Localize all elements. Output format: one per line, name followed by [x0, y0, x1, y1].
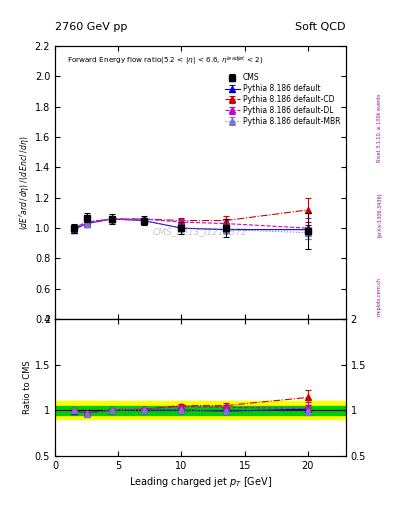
Text: 2760 GeV pp: 2760 GeV pp [55, 23, 127, 32]
Text: Forward Energy flow ratio(5.2 < |$\eta$| < 6.6, $\eta^{leadjet}$ < 2): Forward Energy flow ratio(5.2 < |$\eta$|… [67, 54, 263, 67]
Text: [arXiv:1306.3436]: [arXiv:1306.3436] [377, 193, 382, 237]
Text: Rivet 3.1.10, ≥ 100k events: Rivet 3.1.10, ≥ 100k events [377, 94, 382, 162]
Text: Soft QCD: Soft QCD [296, 23, 346, 32]
Legend: CMS, Pythia 8.186 default, Pythia 8.186 default-CD, Pythia 8.186 default-DL, Pyt: CMS, Pythia 8.186 default, Pythia 8.186 … [223, 72, 342, 127]
Text: CMS_2013_I1218372: CMS_2013_I1218372 [153, 227, 248, 236]
Y-axis label: $(dE^{f}ard\,/\,d\eta)\,/\,(d\,Encl\,/\,d\eta)$: $(dE^{f}ard\,/\,d\eta)\,/\,(d\,Encl\,/\,… [17, 135, 32, 230]
Y-axis label: Ratio to CMS: Ratio to CMS [23, 360, 32, 414]
Text: mcplots.cern.ch: mcplots.cern.ch [377, 278, 382, 316]
X-axis label: Leading charged jet $p_T$ [GeV]: Leading charged jet $p_T$ [GeV] [129, 475, 272, 489]
